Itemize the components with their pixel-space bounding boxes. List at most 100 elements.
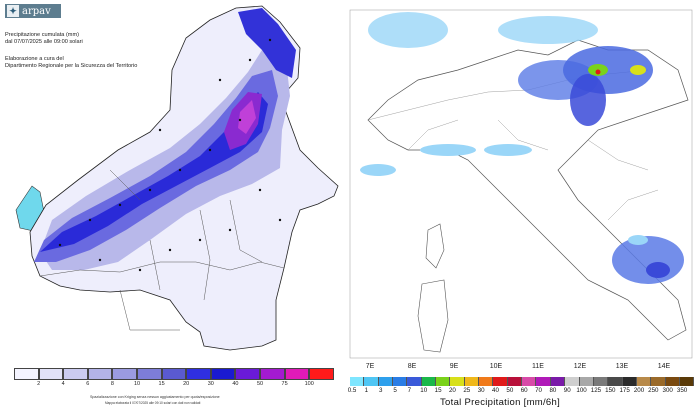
scale-swatch: [450, 377, 465, 386]
longitude-label: 7E: [365, 363, 375, 370]
scale-swatch: [565, 377, 580, 386]
legend-label: 100: [304, 381, 314, 387]
forecast-precip-areas: [360, 12, 684, 284]
legend-label: 8: [110, 381, 114, 387]
longitude-label: 11E: [532, 363, 544, 370]
scale-label: 7: [407, 387, 412, 394]
forecast-scale-bar: [350, 377, 695, 386]
legend-label: 10: [133, 381, 141, 387]
footnote-line1: Spazializzazione con Kriging senza nessu…: [90, 395, 220, 399]
scale-label: 70: [535, 387, 542, 394]
legend-swatch: [87, 368, 113, 380]
scale-label: 80: [549, 387, 557, 394]
scale-swatch: [436, 377, 451, 386]
scale-label: 40: [492, 387, 499, 394]
longitude-label: 13E: [615, 363, 629, 370]
arpav-logo-mark: ✦: [7, 5, 19, 17]
legend-swatch: [38, 368, 64, 380]
scale-swatch: [608, 377, 623, 386]
scale-label: 250: [648, 387, 659, 394]
precip-legend-labels: 2 4 6 8 10 15 20 30 40 50 75 100: [14, 381, 334, 391]
legend-swatch: [284, 368, 310, 380]
veneto-precipitation-map: ✦ arpav Precipitazione cumulata (mm) dal…: [0, 0, 346, 408]
scale-swatch: [350, 377, 365, 386]
precip-peak: [238, 100, 256, 134]
scale-swatch: [651, 377, 666, 386]
scale-swatch: [636, 377, 652, 386]
scale-label: 350: [676, 387, 688, 394]
legend-label: 15: [158, 381, 165, 387]
precip-band-north: [238, 8, 296, 78]
legend-swatch: [63, 368, 88, 380]
scale-label: 5: [393, 387, 397, 394]
scale-swatch: [479, 377, 494, 386]
legend-label: 2: [37, 381, 41, 387]
veneto-map-graphic: [15, 5, 339, 351]
map-title-line1: Precipitazione cumulata (mm): [5, 32, 79, 38]
scale-swatch: [579, 377, 594, 386]
province-borders: [39, 169, 285, 331]
scale-label: 20: [448, 387, 456, 394]
legend-swatch: [161, 368, 187, 380]
scale-swatch: [522, 377, 537, 386]
scale-swatch: [536, 377, 551, 386]
scale-swatch: [464, 377, 480, 386]
scale-swatch: [407, 377, 422, 386]
legend-label: 50: [256, 381, 264, 387]
legend-label: 20: [183, 381, 190, 387]
forecast-scale-title: Total Precipitation [mm/6h]: [440, 397, 561, 408]
scale-label: 10: [420, 387, 428, 394]
scale-label: 0.5: [347, 387, 357, 394]
precip-band-mid: [34, 70, 278, 262]
scale-swatch: [507, 377, 523, 386]
scale-swatch: [421, 377, 437, 386]
legend-swatch: [235, 368, 260, 380]
arpav-logo: ✦ arpav: [5, 4, 61, 18]
longitude-label: 12E: [573, 363, 587, 370]
legend-label: 6: [86, 381, 90, 387]
panel-divider: [346, 0, 348, 408]
scale-label: 175: [619, 387, 630, 394]
legend-swatch: [14, 368, 39, 380]
legend-swatch: [136, 368, 162, 380]
scale-label: 50: [506, 387, 514, 394]
scale-swatch: [393, 377, 408, 386]
scale-label: 1: [364, 387, 369, 394]
station-markers: [58, 38, 282, 272]
scale-label: 60: [520, 387, 528, 394]
sardinia-outline: [417, 279, 449, 353]
forecast-scale-labels: 0.5 1 3 5 7 10 15 20 25 30 40 50 60 70 80 90 100 125 150 17…: [347, 387, 696, 397]
scale-label: 25: [463, 387, 471, 394]
map-title-line2: dal 07/07/2025 alle 09:00 solari: [5, 39, 83, 45]
footnote-line2: Mappa elaborata il 07/07/2025 alle 09:10…: [105, 401, 201, 405]
scale-label: 100: [576, 387, 587, 394]
longitude-axis: 7E 8E 9E 10E 11E 12E 13E 14E: [350, 363, 696, 373]
longitude-label: 10E: [489, 363, 503, 370]
scale-label: 15: [434, 387, 442, 394]
italy-map-graphic: [349, 9, 693, 359]
legend-swatch: [259, 368, 285, 380]
scale-label: 90: [563, 387, 571, 394]
longitude-label: 14E: [657, 363, 671, 370]
legend-swatch: [112, 368, 137, 380]
credit-line1: Elaborazione a cura del: [5, 56, 64, 62]
scale-swatch: [493, 377, 508, 386]
italy-forecast-map: [348, 0, 696, 408]
scale-label: 3: [378, 387, 383, 394]
legend-label: 30: [207, 381, 214, 387]
legend-label: 4: [61, 381, 65, 387]
precip-legend-bar: [14, 368, 334, 380]
scale-swatch: [378, 377, 394, 386]
scale-swatch: [679, 377, 695, 386]
legend-swatch: [210, 368, 236, 380]
scale-swatch: [622, 377, 637, 386]
arpav-logo-text: arpav: [22, 5, 51, 17]
legend-label: 40: [232, 381, 239, 387]
scale-label: 150: [605, 387, 616, 394]
credit-line2: Dipartimento Regionale per la Sicurezza …: [5, 63, 138, 69]
legend-swatch: [186, 368, 211, 380]
scale-label: 200: [633, 387, 645, 394]
longitude-label: 9E: [449, 363, 459, 370]
scale-label: 30: [477, 387, 485, 394]
corsica-outline: [425, 223, 445, 269]
